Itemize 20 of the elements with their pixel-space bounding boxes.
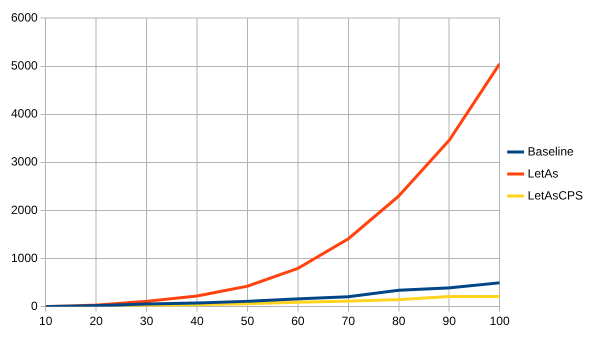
legend-label: LetAs xyxy=(528,166,558,180)
y-tick-label: 2000 xyxy=(10,202,38,217)
x-tick-label: 50 xyxy=(240,314,254,328)
x-tick-label: 70 xyxy=(342,314,356,328)
x-tick-label: 60 xyxy=(291,314,305,328)
y-tick-label: 3000 xyxy=(10,154,38,169)
y-tick-label: 6000 xyxy=(10,10,38,25)
x-tick-label: 30 xyxy=(140,314,154,328)
x-tick-label: 10 xyxy=(39,314,53,328)
y-tick-label: 0 xyxy=(31,298,38,313)
y-tick-label: 1000 xyxy=(10,250,38,265)
x-tick-label: 90 xyxy=(442,314,456,328)
x-tick-label: 100 xyxy=(490,314,510,328)
legend-label: Baseline xyxy=(528,144,574,158)
x-tick-label: 80 xyxy=(392,314,406,328)
y-tick-label: 5000 xyxy=(10,58,38,73)
x-tick-label: 40 xyxy=(190,314,204,328)
y-tick-label: 4000 xyxy=(10,106,38,121)
x-tick-label: 20 xyxy=(89,314,104,328)
legend-label: LetAsCPS xyxy=(528,188,583,202)
